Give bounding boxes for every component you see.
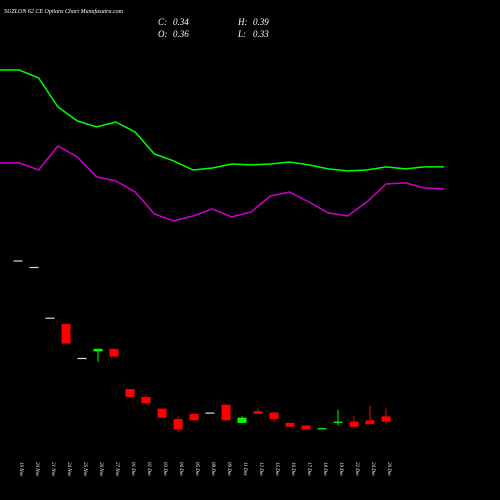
candle-body <box>221 404 231 421</box>
candle-body <box>365 420 375 425</box>
x-tick-label: 24 Dec <box>370 462 375 477</box>
x-tick-label: 24 Nov <box>66 462 71 477</box>
x-tick-label: 19 Dec <box>338 462 343 477</box>
candle-body <box>269 412 279 419</box>
candle-body <box>173 419 183 430</box>
x-tick-label: 04 Dec <box>178 462 183 477</box>
x-tick-label: 18 Dec <box>322 462 327 477</box>
candle-body <box>77 357 87 360</box>
x-tick-label: 08 Dec <box>210 462 215 477</box>
candle-body <box>45 317 55 319</box>
x-tick-label: 17 Dec <box>306 462 311 477</box>
candle-body <box>333 421 343 423</box>
candle-body <box>125 389 135 397</box>
candle-body <box>381 416 391 422</box>
x-tick-label: 12 Dec <box>258 462 263 477</box>
ohlc-value: 0.36 <box>173 29 189 39</box>
x-tick-label: 26 Dec <box>386 462 391 477</box>
ohlc-label: H: <box>237 17 248 27</box>
candle-body <box>237 417 247 423</box>
ohlc-label: C: <box>158 17 167 27</box>
ohlc-value: 0.39 <box>253 17 269 27</box>
x-tick-label: 09 Dec <box>226 462 231 477</box>
x-tick-label: 19 Nov <box>18 462 23 477</box>
x-tick-label: 21 Nov <box>50 462 55 477</box>
x-tick-label: 11 Dec <box>242 462 247 477</box>
candle-body <box>93 348 103 352</box>
candle-body <box>205 412 215 414</box>
candle-body <box>13 260 23 262</box>
indicator-line <box>0 69 444 172</box>
x-tick-label: 01 Dec <box>130 462 135 477</box>
x-tick-label: 26 Nov <box>98 462 103 477</box>
indicator-line <box>0 145 445 222</box>
candle-body <box>109 348 119 357</box>
x-tick-label: 05 Dec <box>194 462 199 477</box>
candle-body <box>253 411 263 414</box>
x-tick-label: 03 Dec <box>162 462 167 477</box>
ohlc-label: O: <box>158 29 168 39</box>
x-tick-label: 16 Dec <box>290 462 295 477</box>
ohlc-label: L: <box>237 29 246 39</box>
candle-body <box>317 428 327 430</box>
ohlc-value: 0.33 <box>253 29 269 39</box>
x-tick-label: 15 Dec <box>274 462 279 477</box>
candle-body <box>157 408 167 418</box>
x-tick-label: 02 Dec <box>146 462 151 477</box>
candle-body <box>61 324 71 344</box>
candle-body <box>285 422 295 427</box>
candle-body <box>189 413 199 421</box>
candle-body <box>29 266 39 269</box>
candle-body <box>301 425 311 430</box>
ohlc-value: 0.34 <box>173 17 189 27</box>
candle-body <box>349 421 359 427</box>
x-tick-label: 20 Nov <box>34 462 39 477</box>
chart-title: SUZLON 62 CE Options Chart Munafasutra.c… <box>4 8 124 15</box>
candle-body <box>141 396 151 404</box>
x-tick-label: 22 Dec <box>354 462 359 477</box>
x-tick-label: 27 Nov <box>114 462 119 477</box>
x-tick-label: 25 Nov <box>82 462 87 477</box>
